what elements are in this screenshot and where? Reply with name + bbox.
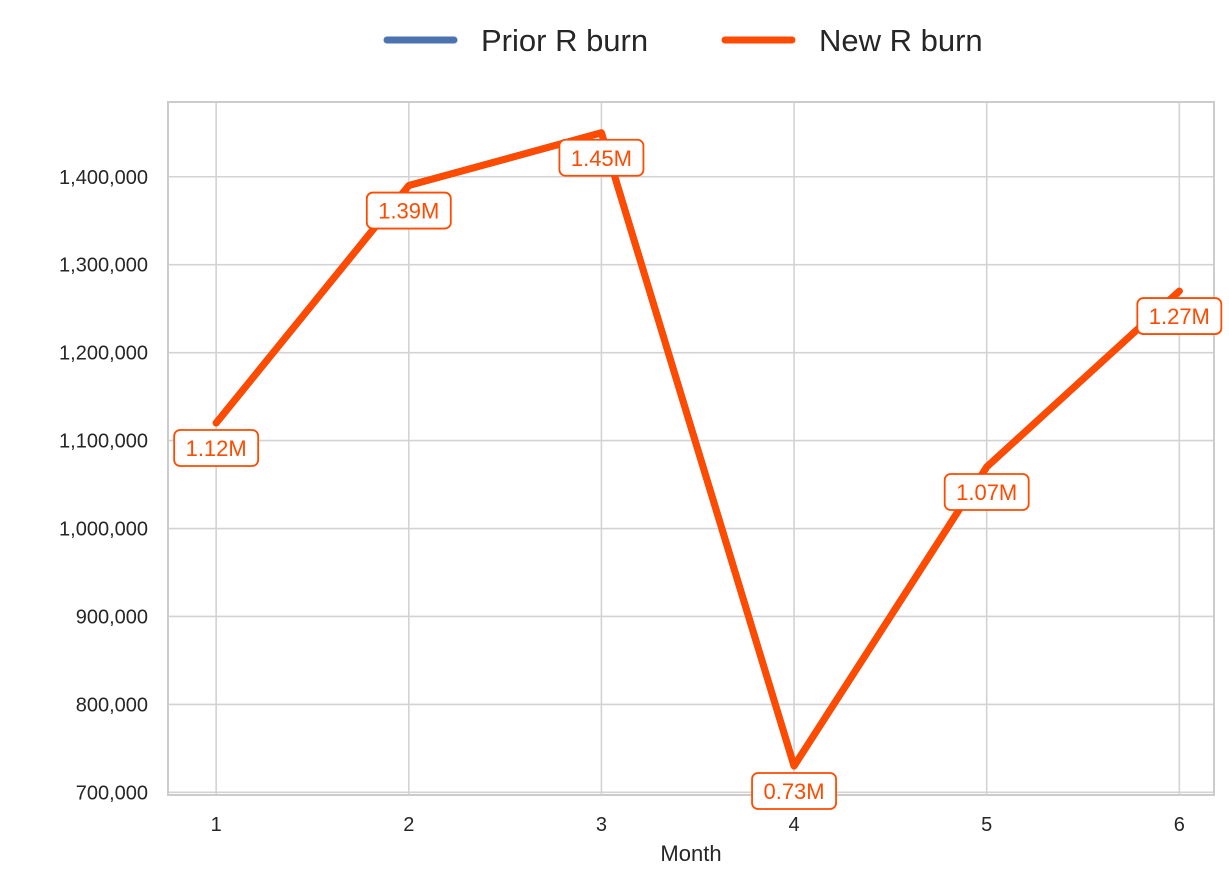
data-label-box — [943, 473, 1030, 511]
data-label: 1.12M — [186, 436, 247, 461]
series-lines — [212, 129, 1183, 770]
legend-label: New R burn — [819, 23, 983, 58]
y-tick-label: 1,200,000 — [59, 343, 148, 365]
grid — [168, 102, 1214, 795]
y-tick-label: 700,000 — [76, 782, 148, 804]
y-tick-label: 1,400,000 — [59, 167, 148, 189]
y-tick-label: 1,100,000 — [59, 431, 148, 453]
legend-label: Prior R burn — [481, 23, 648, 58]
x-tick-label: 3 — [596, 814, 607, 836]
data-label-box — [751, 772, 837, 810]
data-label-box — [1136, 297, 1223, 335]
data-labels: 1.12M 1.39M 1.45M 0.73M 1.07M 1.27M — [173, 138, 1223, 810]
data-label: 1.39M — [378, 199, 439, 224]
y-tick-label: 900,000 — [76, 606, 148, 628]
y-tick-label: 1,300,000 — [59, 255, 148, 277]
x-axis-label: Month — [660, 841, 721, 866]
series-line-2 — [212, 129, 1183, 770]
x-axis: 1 2 3 4 5 6 — [211, 814, 1185, 836]
y-axis: 700,000 800,000 900,000 1,000,000 1,100,000 1… — [59, 167, 148, 805]
x-tick-label: 2 — [403, 814, 414, 836]
data-label-box — [173, 429, 260, 467]
data-label: 1.27M — [1149, 304, 1210, 329]
x-tick-label: 5 — [981, 814, 992, 836]
x-tick-label: 1 — [211, 814, 222, 836]
y-tick-label: 800,000 — [76, 694, 148, 716]
data-label: 1.45M — [571, 146, 632, 171]
legend: Prior R burn New R burn — [383, 23, 983, 58]
x-tick-label: 4 — [788, 814, 799, 836]
data-label-box — [558, 138, 645, 177]
data-label: 0.73M — [763, 779, 824, 804]
data-label: 1.07M — [956, 480, 1017, 505]
y-tick-label: 1,000,000 — [59, 519, 148, 541]
data-label-box — [365, 191, 452, 230]
plot-frame — [167, 101, 1215, 796]
x-tick-label: 6 — [1174, 814, 1185, 836]
